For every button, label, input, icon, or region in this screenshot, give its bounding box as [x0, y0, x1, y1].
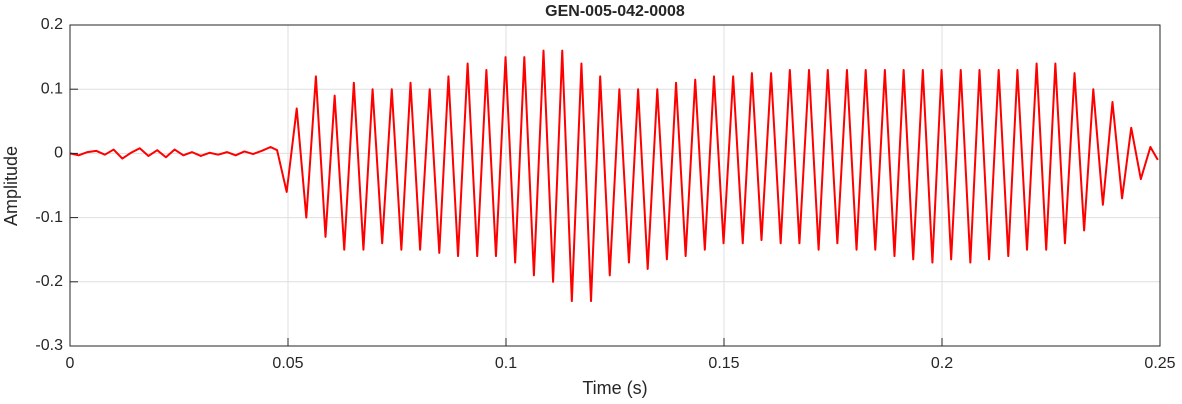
- axes-box: [69, 24, 1161, 347]
- y-tick-label: -0.3: [35, 337, 63, 354]
- plot: [69, 49, 1159, 303]
- x-tick-label: 0.15: [708, 355, 739, 372]
- y-tick-label: -0.1: [35, 209, 63, 226]
- y-axis-label: Amplitude: [1, 146, 21, 226]
- y-tick-label: 0: [54, 145, 63, 162]
- y-tick-label: 0.1: [41, 80, 63, 97]
- x-axis-label: Time (s): [582, 378, 647, 398]
- y-tick-label: -0.2: [35, 273, 63, 290]
- x-tick-label: 0.2: [931, 355, 953, 372]
- chart-title: GEN-005-042-0008: [545, 3, 685, 20]
- x-tick-label: 0.05: [272, 355, 303, 372]
- x-tick-label: 0.25: [1144, 355, 1175, 372]
- x-tick-label: 0.1: [495, 355, 517, 372]
- signal-line: [69, 49, 1159, 303]
- y-tick-label: 0.2: [41, 16, 63, 33]
- x-tick-label: 0: [66, 355, 75, 372]
